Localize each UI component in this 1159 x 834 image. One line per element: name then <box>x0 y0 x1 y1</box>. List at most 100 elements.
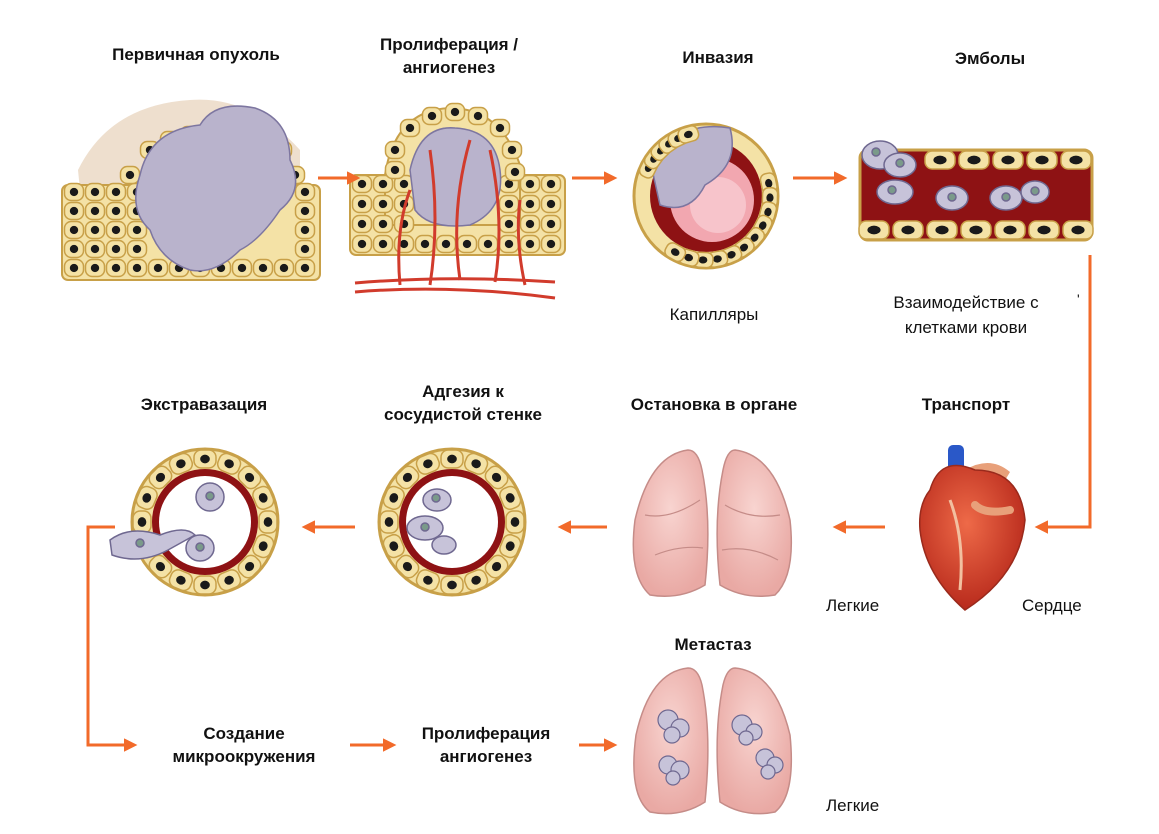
cell <box>84 201 106 221</box>
cell <box>926 220 958 240</box>
cell <box>84 258 106 278</box>
cell <box>1060 150 1092 170</box>
cell <box>252 485 275 511</box>
cell <box>463 452 489 475</box>
title-proliferation2: Пролиферация ангиогенез <box>422 722 551 768</box>
cell <box>84 239 106 259</box>
cell <box>677 125 700 144</box>
cell <box>148 465 173 490</box>
cell <box>273 258 295 278</box>
title-adhesion-line1: Адгезия к <box>422 382 504 401</box>
cell <box>540 214 562 234</box>
cell <box>294 258 316 278</box>
cell <box>382 485 405 511</box>
title-microenvironment-line2: микроокружения <box>172 747 316 766</box>
label-heart: Сердце <box>1022 596 1082 615</box>
cell <box>372 234 394 254</box>
cell <box>63 220 85 240</box>
tumor-mass <box>135 105 297 272</box>
cell <box>489 118 511 138</box>
vessel-wall-cells <box>858 150 1094 240</box>
cell <box>519 194 541 214</box>
new-blood-vessels <box>354 139 556 300</box>
stray-mark: ' <box>1077 291 1080 307</box>
cell <box>892 220 924 240</box>
cell <box>501 140 523 160</box>
cell <box>504 162 526 182</box>
cell <box>231 258 253 278</box>
title-primary-tumor: Первичная опухоль <box>112 45 280 64</box>
cell <box>421 106 443 126</box>
cell <box>415 452 441 475</box>
cell <box>498 194 520 214</box>
cell <box>393 214 415 234</box>
cell <box>960 220 992 240</box>
cell <box>294 220 316 240</box>
cell <box>393 234 415 254</box>
cell <box>135 485 158 511</box>
cell <box>456 234 478 254</box>
cell <box>858 220 890 240</box>
title-transport: Транспорт <box>921 395 1011 414</box>
cell <box>958 150 990 170</box>
label-lungs-top: Легкие <box>826 596 880 615</box>
metastatic-nodules <box>657 709 784 786</box>
heart-illustration <box>918 445 1026 611</box>
cell <box>992 150 1024 170</box>
cell <box>519 214 541 234</box>
cell <box>258 510 278 534</box>
lungs-illustration <box>632 449 793 597</box>
cell <box>519 234 541 254</box>
cell <box>126 239 148 259</box>
cell <box>216 569 242 592</box>
title-adhesion: Адгезия к сосудистой стенке <box>384 380 542 426</box>
cell <box>168 569 194 592</box>
cell <box>540 174 562 194</box>
invasion-illustration <box>632 122 780 270</box>
cell <box>477 234 499 254</box>
cell <box>372 194 394 214</box>
label-capillaries: Капилляры <box>669 305 759 324</box>
title-emboli: Эмболы <box>954 49 1026 68</box>
cell <box>294 182 316 202</box>
cell <box>294 201 316 221</box>
cell <box>168 452 194 475</box>
cell <box>193 575 217 595</box>
title-extravasation: Экстравазация <box>140 395 268 414</box>
cell <box>372 174 394 194</box>
cell <box>351 234 373 254</box>
cell <box>395 465 420 490</box>
cell <box>105 182 127 202</box>
cell <box>924 150 956 170</box>
adhesion-illustration <box>377 447 527 597</box>
title-microenvironment-line1: Создание <box>203 724 285 743</box>
cell <box>148 554 173 579</box>
cell <box>519 174 541 194</box>
cell <box>484 465 509 490</box>
title-invasion: Инвазия <box>682 48 754 67</box>
cell <box>395 554 420 579</box>
cell <box>105 201 127 221</box>
cell <box>252 258 274 278</box>
title-arrest: Остановка в органе <box>630 395 798 414</box>
flow-arrows <box>86 171 1092 752</box>
label-lungs-bottom: Легкие <box>826 796 880 815</box>
cell <box>435 234 457 254</box>
cell <box>499 485 522 511</box>
cell <box>463 569 489 592</box>
cell <box>105 258 127 278</box>
cell <box>372 214 394 234</box>
circulating-tumor-cells <box>861 140 1050 211</box>
cell <box>237 554 262 579</box>
cell <box>484 554 509 579</box>
arrow-4 <box>1034 255 1092 534</box>
adhering-tumor-cells <box>406 488 457 555</box>
extravasation-illustration <box>109 447 280 597</box>
metastasis-lungs-illustration <box>633 667 793 815</box>
title-proliferation-line1: Пролиферация / <box>379 35 519 54</box>
cell <box>540 234 562 254</box>
cell <box>63 239 85 259</box>
title-proliferation2-line1: Пролиферация <box>421 724 551 743</box>
cell <box>1028 220 1060 240</box>
